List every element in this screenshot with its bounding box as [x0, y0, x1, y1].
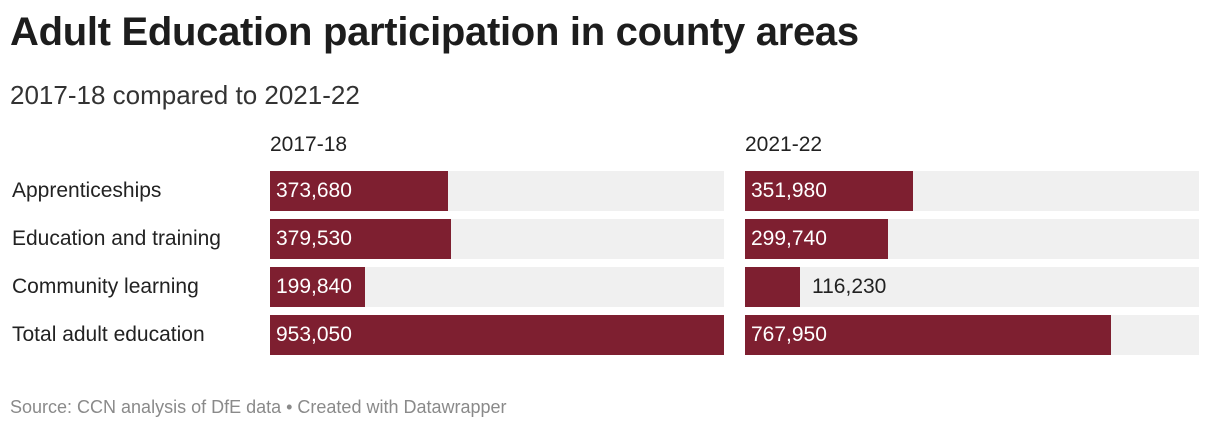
chart-subtitle: 2017-18 compared to 2021-22 [10, 80, 360, 110]
category-label-total-adult-education: Total adult education [12, 323, 205, 346]
bar-track-2017-18-total-adult-education: 953,050 [270, 315, 724, 355]
bar-track-2017-18-apprenticeships: 373,680 [270, 171, 724, 211]
category-label-education-and-training: Education and training [12, 227, 221, 250]
bar-track-2021-22-apprenticeships: 351,980 [745, 171, 1199, 211]
bar-2017-18-total-adult-education [270, 315, 724, 355]
category-label-community-learning: Community learning [12, 275, 199, 298]
bar-2021-22-education-and-training [745, 219, 888, 259]
bar-track-2017-18-community-learning: 199,840 [270, 267, 724, 307]
series-header-2017-18: 2017-18 [270, 133, 348, 156]
bar-2021-22-apprenticeships [745, 171, 913, 211]
bar-value-label: 199,840 [276, 275, 352, 298]
bar-2021-22-total-adult-education [745, 315, 1111, 355]
bar-2017-18-apprenticeships [270, 171, 448, 211]
bar-value-label: 299,740 [751, 227, 827, 250]
bar-track-2021-22-total-adult-education: 767,950 [745, 315, 1199, 355]
bar-value-label: 116,230 [812, 275, 887, 298]
bar-2017-18-education-and-training [270, 219, 451, 259]
chart-title: Adult Education participation in county … [10, 10, 859, 54]
bar-2017-18-community-learning [270, 267, 365, 307]
bar-2021-22-community-learning [745, 267, 800, 307]
bar-track-2017-18-education-and-training: 379,530 [270, 219, 724, 259]
bar-value-label: 767,950 [751, 323, 827, 346]
category-label-apprenticeships: Apprenticeships [12, 179, 162, 202]
bar-value-label: 373,680 [276, 179, 352, 202]
source-note: Source: CCN analysis of DfE data • Creat… [10, 397, 507, 417]
bar-track-2021-22-education-and-training: 299,740 [745, 219, 1199, 259]
bar-value-label: 379,530 [276, 227, 352, 250]
bar-value-label: 953,050 [276, 323, 352, 346]
bar-value-label: 351,980 [751, 179, 827, 202]
series-header-2021-22: 2021-22 [745, 133, 823, 156]
bar-track-2021-22-community-learning: 116,230 [745, 267, 1199, 307]
